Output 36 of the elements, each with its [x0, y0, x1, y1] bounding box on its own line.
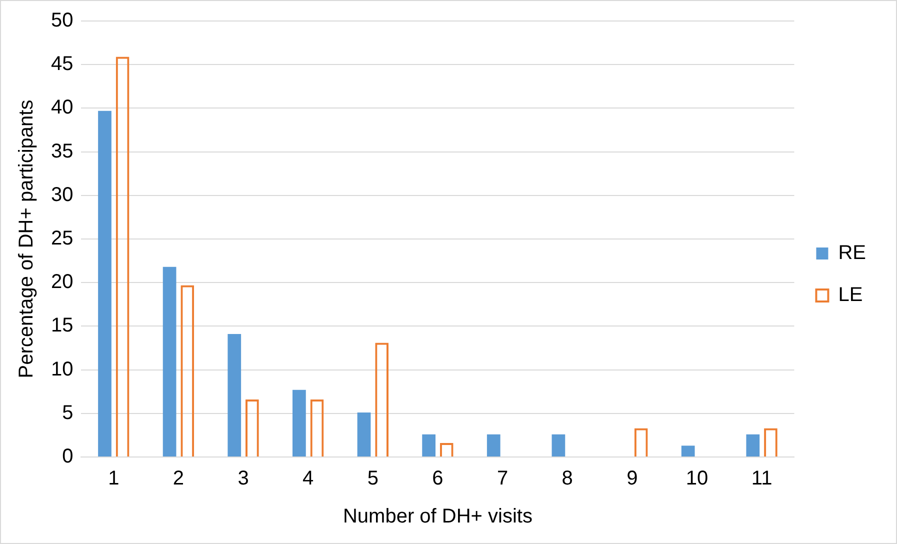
y-tick-label: 35	[50, 140, 74, 162]
legend-label: RE	[838, 242, 866, 264]
x-tick-label: 11	[751, 468, 772, 490]
y-tick-label: 5	[62, 402, 74, 424]
x-tick-label: 6	[432, 468, 444, 490]
x-tick-label: 3	[238, 468, 249, 490]
bar	[292, 390, 306, 456]
x-tick-label: 9	[626, 468, 638, 490]
bar	[357, 412, 371, 456]
x-tick-label: 8	[562, 468, 573, 490]
y-tick-label: 15	[50, 314, 74, 337]
y-tick-label: 20	[50, 271, 74, 294]
bar	[552, 434, 566, 456]
y-tick-label: 30	[50, 184, 74, 206]
y-tick-label: 10	[50, 358, 74, 380]
y-tick-label: 0	[62, 446, 74, 468]
x-tick-label: 7	[496, 468, 508, 490]
x-axis-title: Number of DH+ visits	[342, 506, 532, 528]
x-tick-label: 2	[172, 468, 184, 490]
x-tick-label: 5	[367, 468, 378, 490]
y-tick-label: 25	[50, 228, 74, 250]
y-tick-label: 40	[50, 96, 74, 119]
y-axis-title: Percentage of DH+ participants	[16, 100, 38, 378]
bar	[98, 110, 112, 456]
x-tick-label: 10	[686, 468, 708, 490]
legend-label: LE	[838, 284, 863, 306]
bar	[162, 266, 176, 456]
y-tick-label: 50	[50, 10, 74, 32]
bar	[746, 434, 760, 456]
x-tick-label: 4	[302, 468, 314, 490]
bar	[422, 434, 436, 456]
y-tick-label: 45	[50, 53, 74, 76]
bar	[681, 446, 695, 456]
x-tick-label: 1	[108, 468, 120, 490]
bar	[228, 334, 242, 456]
bar	[486, 434, 500, 456]
